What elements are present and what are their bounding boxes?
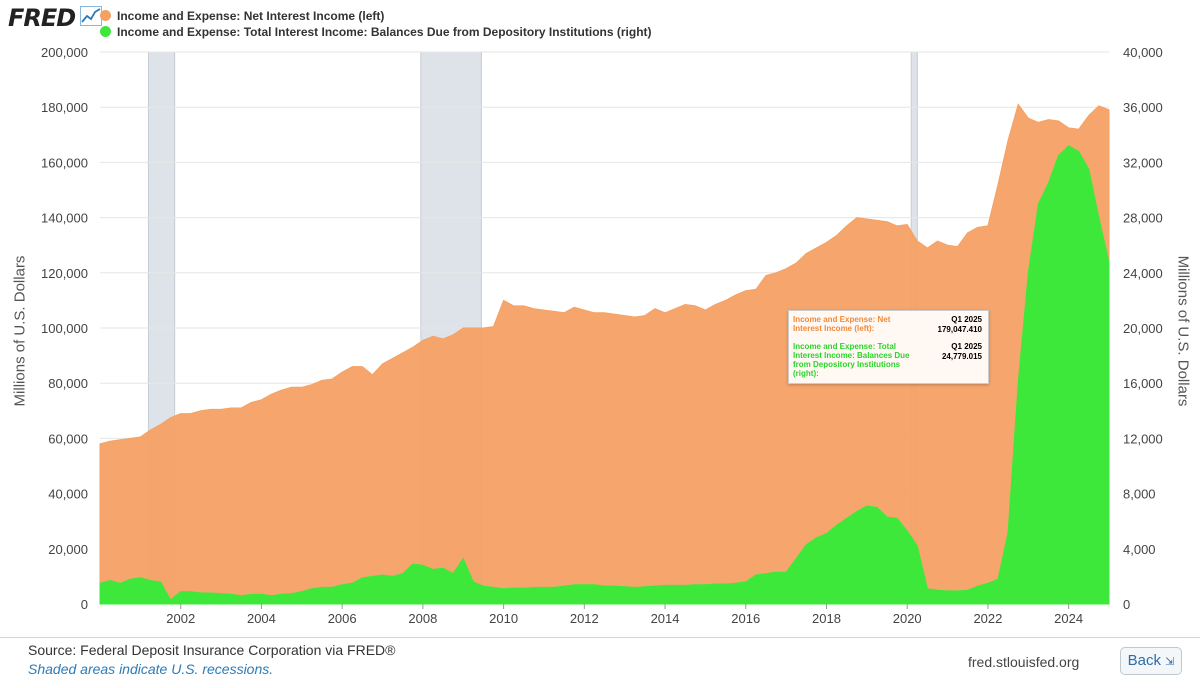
x-tick-label: 2006 (328, 611, 357, 626)
right-tick-label: 0 (1123, 597, 1130, 612)
legend-label: Income and Expense: Total Interest Incom… (117, 25, 652, 39)
legend-item-balances-due[interactable]: Income and Expense: Total Interest Incom… (100, 25, 652, 39)
left-tick-label: 0 (81, 597, 88, 612)
balances-due-area (99, 145, 1110, 605)
left-tick-label: 120,000 (41, 266, 88, 281)
x-tick-label: 2012 (570, 611, 599, 626)
chart-header: FRED Income and Expense: Net Interest In… (0, 0, 1200, 42)
back-label: Back (1127, 652, 1161, 669)
left-tick-label: 40,000 (48, 487, 88, 502)
right-tick-label: 20,000 (1123, 321, 1163, 336)
legend-label: Income and Expense: Net Interest Income … (117, 9, 385, 23)
left-tick-label: 200,000 (41, 45, 88, 60)
source-text: Source: Federal Deposit Insurance Corpor… (28, 642, 396, 658)
legend-dot-icon (100, 26, 111, 37)
x-tick-label: 2020 (893, 611, 922, 626)
tooltip-series2-date: Q1 2025 (951, 342, 982, 351)
x-tick-label: 2010 (489, 611, 518, 626)
chart-footer: Source: Federal Deposit Insurance Corpor… (0, 637, 1200, 688)
right-tick-label: 24,000 (1123, 266, 1163, 281)
tooltip-series1-label: Income and Expense: Net Interest Income … (793, 315, 891, 333)
right-axis-title: Millions of U.S. Dollars (1174, 255, 1192, 407)
left-tick-label: 160,000 (41, 155, 88, 170)
left-tick-label: 100,000 (41, 321, 88, 336)
tooltip-series2-value: 24,779.015 (941, 352, 982, 361)
chart-area[interactable]: 0 20,000 40,000 60,000 80,000 100,000 120,000 1… (0, 0, 1200, 637)
x-tick-label: 2024 (1054, 611, 1083, 626)
left-tick-label: 60,000 (48, 431, 88, 446)
right-tick-label: 16,000 (1123, 376, 1163, 391)
x-tick-label: 2008 (408, 611, 437, 626)
right-tick-label: 32,000 (1123, 155, 1163, 170)
recession-note: Shaded areas indicate U.S. recessions. (28, 661, 274, 677)
collapse-icon: ⇲ (1165, 656, 1175, 668)
right-tick-label: 28,000 (1123, 211, 1163, 226)
legend-item-net-interest[interactable]: Income and Expense: Net Interest Income … (100, 9, 385, 23)
left-tick-label: 180,000 (41, 100, 88, 115)
back-button[interactable]: Back ⇲ (1120, 647, 1182, 675)
tooltip-series1-date: Q1 2025 (951, 315, 982, 324)
left-tick-label: 20,000 (48, 542, 88, 557)
right-tick-label: 4,000 (1123, 542, 1156, 557)
left-tick-label: 80,000 (48, 376, 88, 391)
x-tick-label: 2022 (973, 611, 1002, 626)
right-tick-label: 8,000 (1123, 487, 1156, 502)
x-tick-label: 2004 (247, 611, 276, 626)
x-tick-label: 2016 (731, 611, 760, 626)
right-tick-label: 36,000 (1123, 100, 1163, 115)
data-tooltip: Income and Expense: Net Interest Income … (788, 310, 989, 384)
net-interest-area (99, 103, 1110, 605)
x-tick-label: 2018 (812, 611, 841, 626)
right-tick-label: 40,000 (1123, 45, 1163, 60)
left-axis-title: Millions of U.S. Dollars (11, 255, 29, 407)
legend-dot-icon (100, 10, 111, 21)
x-tick-label: 2002 (166, 611, 195, 626)
fred-logo[interactable]: FRED (8, 4, 76, 32)
site-url[interactable]: fred.stlouisfed.org (968, 654, 1080, 670)
right-tick-label: 12,000 (1123, 431, 1163, 446)
tooltip-series1-value: 179,047.410 (937, 325, 983, 334)
tooltip-series2-label: Income and Expense: Total Interest Incom… (793, 342, 910, 378)
left-tick-label: 140,000 (41, 211, 88, 226)
x-tick-label: 2014 (651, 611, 680, 626)
